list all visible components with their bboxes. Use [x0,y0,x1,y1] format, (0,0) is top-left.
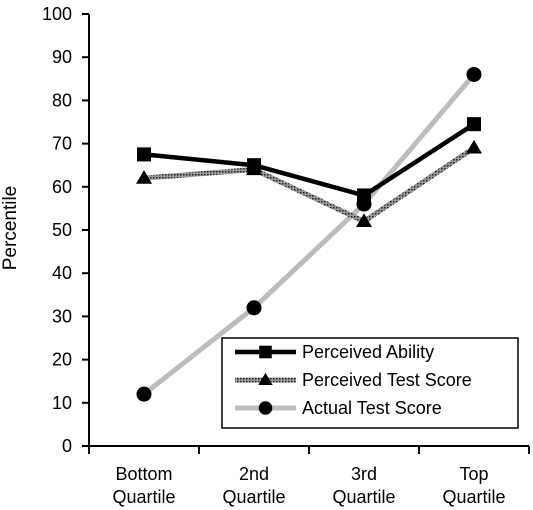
legend-item: Actual Test Score [235,398,442,418]
data-point-square [247,158,261,173]
series-perceived-test-score [136,139,482,227]
x-tick-label-line: Quartile [112,487,175,507]
legend-label: Actual Test Score [302,398,442,418]
y-tick-label: 20 [52,350,72,370]
x-tick-label-line: Quartile [442,487,505,507]
y-tick-label: 60 [52,177,72,197]
y-axis-title: Percentile [0,186,21,271]
legend-marker [258,401,273,415]
y-tick-label: 80 [52,90,72,110]
legend-label: Perceived Test Score [302,370,472,390]
data-point-square [467,117,481,132]
series-line [143,122,476,198]
legend-label: Perceived Ability [302,342,434,362]
x-tick-label-line: 2nd [239,464,269,484]
x-tick-label: Top Quartile [442,464,505,507]
series-layer [136,66,482,402]
legend-marker [259,345,272,359]
y-tick-label: 70 [52,134,72,154]
y-tick-label: 0 [62,436,72,456]
x-tick-label-line: Quartile [332,487,395,507]
legend: Perceived Ability Perceived Test Score Act… [221,337,519,429]
x-tick-label-line: Top [459,464,488,484]
data-point-triangle [466,139,482,154]
data-point-circle [466,66,482,82]
data-point-triangle [356,213,372,227]
y-tick-label: 30 [52,306,72,326]
x-tick-label-line: Quartile [222,487,285,507]
x-tick-label: Bottom Quartile [112,464,175,507]
series-perceived-ability [137,117,481,203]
y-tick-label: 40 [52,263,72,283]
data-point-circle [136,386,152,402]
series-line [142,72,476,397]
x-tick-label-line: 3rd [351,464,377,484]
x-tick-label: 2nd Quartile [222,464,285,507]
legend-item: Perceived Ability [235,342,434,362]
x-tick-label-line: Bottom [115,464,172,484]
x-tick-label: 3rd Quartile [332,464,395,507]
legend-item: Perceived Test Score [235,370,472,390]
legend-marker [258,372,273,386]
series-line [143,145,476,224]
axes: 0 10 20 30 40 50 60 70 80 90 100 Bottom Quartile 2nd Q… [42,4,530,507]
y-tick-label: 10 [52,393,72,413]
data-point-circle [246,300,262,316]
y-tick-label: 50 [52,220,72,240]
y-tick-label: 100 [42,4,72,24]
data-point-square [137,147,151,162]
y-tick-label: 90 [52,47,72,67]
data-point-square [357,188,371,203]
data-point-triangle [136,170,152,184]
